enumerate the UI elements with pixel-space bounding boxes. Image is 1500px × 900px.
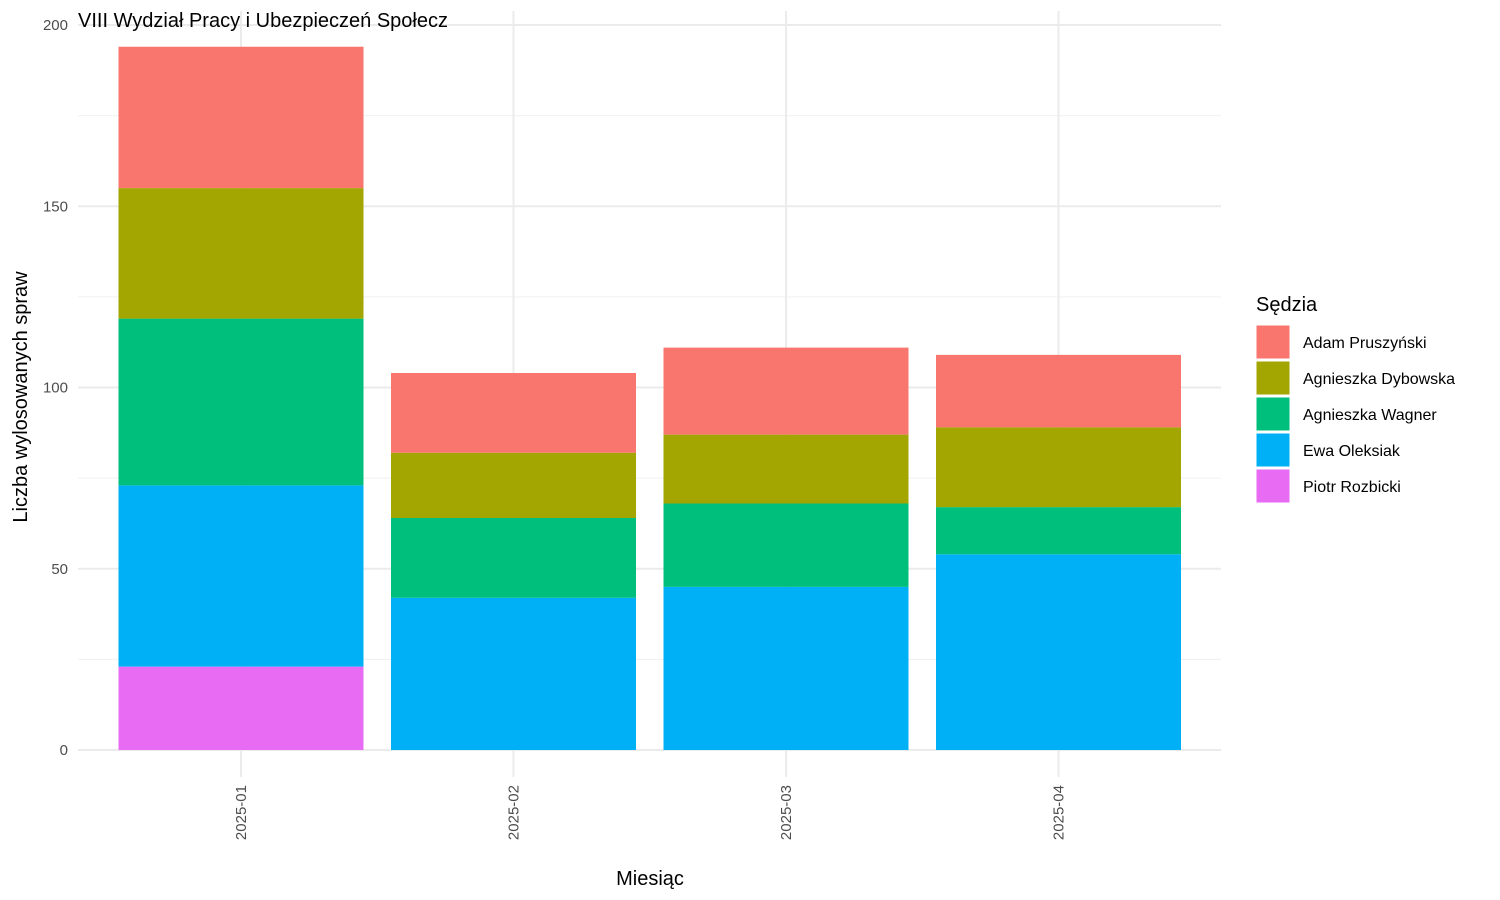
bar-segment: [936, 507, 1181, 555]
bar-segment: [118, 485, 364, 667]
legend-swatch: [1255, 324, 1291, 360]
bar-segment: [118, 666, 364, 750]
bar-segment: [118, 318, 364, 486]
legend-title: Sędzia: [1256, 294, 1318, 316]
legend-swatch: [1255, 432, 1291, 468]
y-tick-label: 50: [51, 561, 68, 578]
x-axis-ticks: 2025-01 2025-02 2025-03 2025-04: [233, 785, 1068, 840]
bar-segment: [663, 347, 909, 435]
legend-label: Agnieszka Wagner: [1303, 407, 1437, 424]
bar-segment: [936, 354, 1181, 428]
y-axis-title: Liczba wylosowanych spraw: [10, 271, 32, 523]
bar-segment: [391, 518, 636, 598]
bar-segment: [663, 434, 909, 504]
x-axis-title: Miesiąc: [616, 868, 684, 890]
x-tick-label: 2025-03: [778, 785, 795, 840]
legend-label: Agnieszka Dybowska: [1303, 371, 1455, 388]
y-tick-label: 200: [43, 17, 68, 34]
bar-segment: [391, 597, 636, 750]
bar-segment: [663, 503, 909, 587]
bar-segment: [391, 452, 636, 518]
x-tick-label: 2025-04: [1051, 785, 1068, 840]
legend-swatch: [1255, 396, 1291, 432]
y-tick-label: 0: [60, 742, 68, 759]
bar-segment: [663, 586, 909, 750]
legend-label: Ewa Oleksiak: [1303, 443, 1401, 460]
bar-segment: [936, 554, 1181, 750]
y-tick-label: 150: [43, 198, 68, 215]
legend-items: Adam Pruszyński Agnieszka Dybowska Agniesz…: [1255, 324, 1455, 504]
legend-swatch: [1255, 468, 1291, 504]
bar-segment: [391, 373, 636, 453]
bar-segment: [118, 188, 364, 319]
x-tick-label: 2025-02: [506, 785, 523, 840]
x-tick-label: 2025-01: [233, 785, 250, 840]
y-tick-label: 100: [43, 380, 68, 397]
legend-swatch: [1255, 360, 1291, 396]
legend-label: Adam Pruszyński: [1303, 335, 1427, 352]
bar-segment: [936, 427, 1181, 508]
legend: Sędzia Adam Pruszyński Agnieszka Dybowska…: [1255, 294, 1455, 504]
y-axis-ticks: 0 50 100 150 200: [43, 17, 68, 759]
bar-segment: [118, 46, 364, 189]
chart-title: VIII Wydział Pracy i Ubezpieczeń Społecz: [78, 10, 448, 32]
bars: [118, 46, 1181, 750]
legend-label: Piotr Rozbicki: [1303, 479, 1401, 496]
